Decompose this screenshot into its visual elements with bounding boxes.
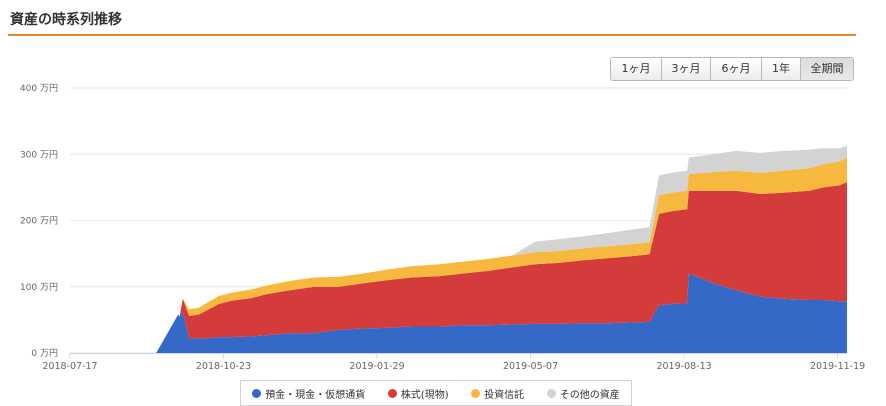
legend-swatch-stocks	[387, 388, 397, 398]
x-tick-label: 2019-01-29	[349, 361, 404, 372]
legend-item-stocks[interactable]: 株式(現物)	[387, 386, 449, 401]
range-3months-button[interactable]: 3ヶ月	[662, 58, 711, 80]
area-series-2	[70, 157, 847, 353]
legend-label-stocks: 株式(現物)	[400, 389, 449, 401]
y-tick-label: 0 万円	[31, 348, 58, 359]
legend-label-other: その他の資産	[559, 389, 620, 401]
legend-swatch-other	[546, 388, 556, 398]
asset-area-chart: 0 万円 100 万円 200 万円 300 万円 400 万円 2018-07-17 20…	[20, 83, 865, 372]
x-tick-label: 2018-07-17	[42, 361, 97, 372]
range-all-button[interactable]: 全期間	[801, 58, 853, 80]
legend-swatch-funds	[471, 388, 481, 398]
y-tick-label: 400 万円	[20, 83, 58, 94]
range-1year-button[interactable]: 1年	[762, 58, 801, 80]
range-selector: 1ヶ月 3ヶ月 6ヶ月 1年 全期間	[610, 57, 854, 81]
area-series-0	[70, 273, 847, 353]
y-tick-label: 200 万円	[20, 216, 58, 227]
section-header: 資産の時系列推移	[8, 0, 856, 36]
y-tick-label: 300 万円	[20, 149, 58, 160]
range-6months-button[interactable]: 6ヶ月	[711, 58, 762, 80]
page-title: 資産の時系列推移	[10, 12, 122, 28]
legend-item-funds[interactable]: 投資信託	[471, 386, 524, 401]
x-tick-label: 2018-10-23	[196, 361, 251, 372]
chart-legend: 預金・現金・仮想通貨 株式(現物) 投資信託 その他の資産	[240, 380, 632, 406]
area-series-3	[70, 145, 847, 353]
legend-label-cash: 預金・現金・仮想通貨	[265, 389, 366, 401]
range-1month-button[interactable]: 1ヶ月	[611, 58, 662, 80]
legend-label-funds: 投資信託	[484, 389, 525, 401]
legend-item-other[interactable]: その他の資産	[546, 386, 620, 401]
x-tick-label: 2019-05-07	[503, 361, 558, 372]
area-series-1	[70, 182, 847, 353]
legend-item-cash[interactable]: 預金・現金・仮想通貨	[252, 386, 365, 401]
y-tick-label: 100 万円	[20, 282, 58, 293]
x-tick-label: 2019-11-19	[810, 361, 865, 372]
legend-swatch-cash	[252, 388, 262, 398]
x-tick-label: 2019-08-13	[656, 361, 711, 372]
